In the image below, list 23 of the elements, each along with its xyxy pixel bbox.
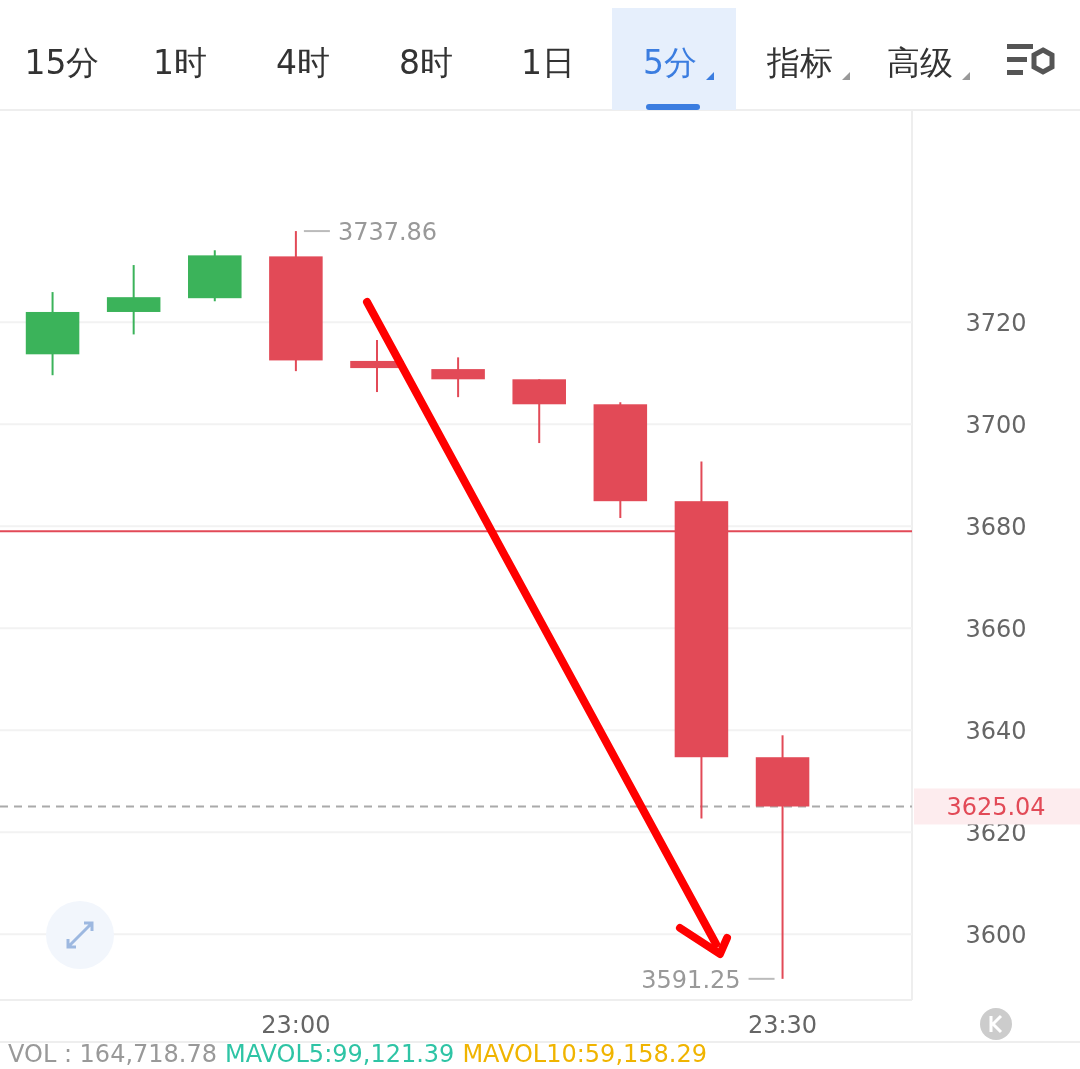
ref-line-label: 3625.04 <box>946 793 1046 822</box>
text: 指标 <box>766 43 833 82</box>
x-tick-label: 23:00 <box>261 1011 331 1039</box>
text: 1日 <box>521 43 575 82</box>
text: 高级 <box>887 43 953 82</box>
y-tick-label: 3640 <box>965 717 1027 746</box>
candlestick <box>431 356 485 399</box>
y-tick-label: 3720 <box>965 309 1027 338</box>
text: 5分 <box>643 43 697 82</box>
y-tick-label: 3680 <box>965 513 1027 542</box>
x-tick-label: 23:30 <box>747 1011 818 1039</box>
y-tick-label: 3700 <box>965 411 1027 440</box>
text: MAVOL10:59,158.29 <box>462 1040 707 1068</box>
text: 15分 <box>24 43 100 82</box>
annotation: 3591.25 <box>641 965 741 994</box>
text: VOL : 164,718.78 <box>8 1040 218 1068</box>
annotation: 3737.86 <box>337 218 438 247</box>
text: 4时 <box>276 43 330 82</box>
y-tick-label: 3660 <box>965 615 1027 644</box>
text: 1时 <box>153 43 207 82</box>
y-tick-label: 3600 <box>965 921 1027 950</box>
text: MAVOL5:99,121.39 <box>225 1040 455 1068</box>
text: 8时 <box>399 43 453 82</box>
